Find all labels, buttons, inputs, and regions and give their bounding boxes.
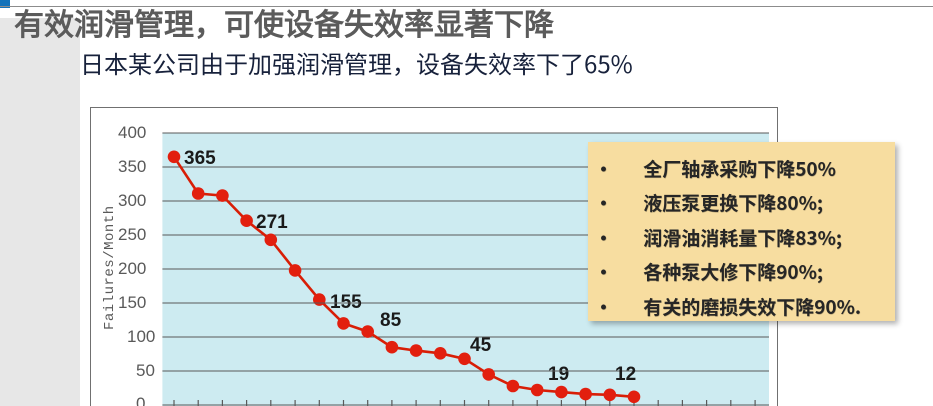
svg-text:19: 19	[548, 364, 569, 385]
svg-text:85: 85	[380, 310, 402, 331]
svg-text:271: 271	[256, 212, 288, 233]
svg-text:12: 12	[615, 364, 636, 385]
svg-text:365: 365	[184, 148, 216, 169]
svg-text:45: 45	[470, 335, 492, 356]
